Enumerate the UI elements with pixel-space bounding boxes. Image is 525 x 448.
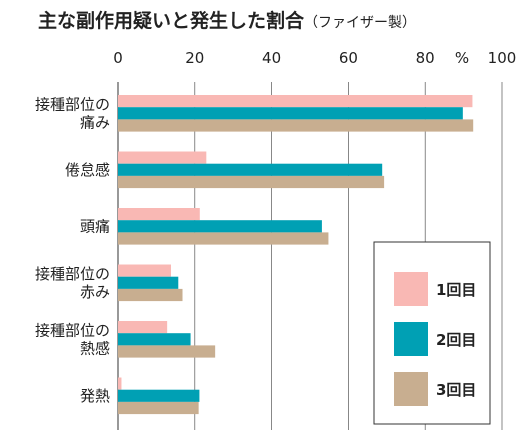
- chart-title: 主な副作用疑いと発生した割合（ファイザー製）: [38, 9, 416, 32]
- category-label: 熱感: [80, 339, 110, 357]
- category-label: 倦怠感: [65, 161, 110, 179]
- legend-label: 2回目: [436, 331, 476, 349]
- category-label: 頭痛: [80, 217, 110, 235]
- x-tick-label: 80: [416, 49, 435, 67]
- bar: [118, 345, 216, 358]
- bar: [118, 107, 463, 120]
- category-label: 接種部位の: [35, 95, 110, 113]
- bar: [118, 321, 168, 334]
- legend-swatch: [394, 372, 428, 406]
- x-tick-label: 100: [488, 49, 517, 67]
- chart-title-main: 主な副作用疑いと発生した割合: [38, 9, 305, 32]
- legend-swatch: [394, 322, 428, 356]
- bar: [118, 401, 199, 415]
- x-tick-label: 20: [185, 49, 204, 67]
- bar: [118, 163, 383, 176]
- chart-subtitle: （ファイザー製）: [304, 15, 416, 31]
- bar: [118, 288, 183, 302]
- x-tick-label: 60: [339, 49, 358, 67]
- x-tick-label: 40: [262, 49, 281, 67]
- bar: [118, 333, 191, 346]
- category-label: 接種部位の: [35, 265, 110, 283]
- bar: [118, 232, 329, 245]
- category-label: 赤み: [80, 283, 110, 301]
- bar: [118, 220, 322, 233]
- legend-label: 1回目: [436, 281, 476, 299]
- category-label: 痛み: [80, 113, 110, 131]
- bar: [118, 208, 200, 221]
- category-label: 発熱: [80, 387, 110, 405]
- bar: [118, 276, 179, 289]
- x-tick-label: 0: [113, 49, 123, 67]
- legend-swatch: [394, 272, 428, 306]
- bar: [118, 175, 385, 189]
- x-unit-label: %: [455, 49, 469, 67]
- bar: [118, 377, 122, 390]
- bar: [118, 264, 171, 277]
- category-label: 接種部位の: [35, 321, 110, 339]
- legend-box: [373, 241, 491, 425]
- bar: [118, 389, 200, 402]
- bar: [118, 119, 474, 132]
- legend-label: 3回目: [436, 381, 476, 399]
- bar: [118, 95, 473, 108]
- bar: [118, 151, 207, 164]
